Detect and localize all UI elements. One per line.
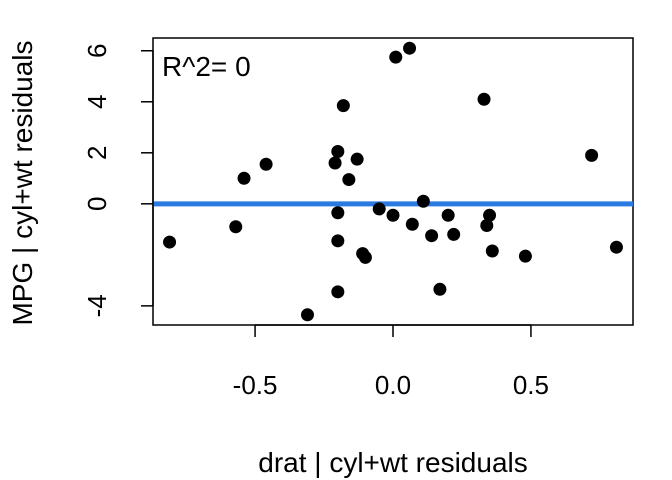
- data-point: [585, 148, 599, 162]
- y-tick-label: 0: [82, 197, 112, 211]
- point-layer: [163, 41, 623, 322]
- data-point: [342, 173, 356, 187]
- data-point: [331, 234, 345, 248]
- data-point: [300, 308, 314, 322]
- x-tick-label: -0.5: [233, 370, 278, 400]
- x-axis: -0.5 0.0 0.5: [233, 324, 549, 400]
- data-point: [358, 250, 372, 264]
- data-point: [518, 249, 532, 263]
- data-point: [609, 240, 623, 254]
- data-point: [386, 208, 400, 222]
- data-point: [447, 227, 461, 241]
- data-point: [350, 152, 364, 166]
- y-axis-title: MPG | cyl+wt residuals: [7, 40, 38, 325]
- data-point: [483, 208, 497, 222]
- x-tick-label: 0.0: [375, 370, 411, 400]
- data-point: [229, 220, 243, 234]
- y-tick-label: 2: [82, 146, 112, 160]
- x-tick-label: 0.5: [513, 370, 549, 400]
- data-point: [416, 194, 430, 208]
- data-point: [331, 285, 345, 299]
- data-point: [389, 50, 403, 64]
- data-point: [328, 156, 342, 170]
- data-point: [485, 244, 499, 258]
- data-point: [336, 99, 350, 113]
- y-tick-label: 6: [82, 44, 112, 58]
- y-tick-label: -4: [82, 294, 112, 317]
- x-axis-title: drat | cyl+wt residuals: [258, 447, 528, 478]
- y-tick-label: 4: [82, 95, 112, 109]
- data-point: [403, 41, 417, 55]
- data-point: [372, 202, 386, 216]
- r-squared-annotation: R^2= 0: [162, 51, 251, 82]
- data-point: [480, 219, 494, 233]
- data-point: [405, 217, 419, 231]
- data-point: [433, 282, 447, 296]
- data-point: [477, 92, 491, 106]
- y-axis: -4 0 2 4 6: [82, 44, 154, 317]
- data-point: [441, 208, 455, 222]
- data-point: [425, 229, 439, 243]
- data-point: [237, 171, 251, 185]
- data-point: [331, 206, 345, 220]
- data-point: [259, 157, 273, 171]
- data-point: [163, 235, 177, 249]
- data-point: [331, 145, 345, 159]
